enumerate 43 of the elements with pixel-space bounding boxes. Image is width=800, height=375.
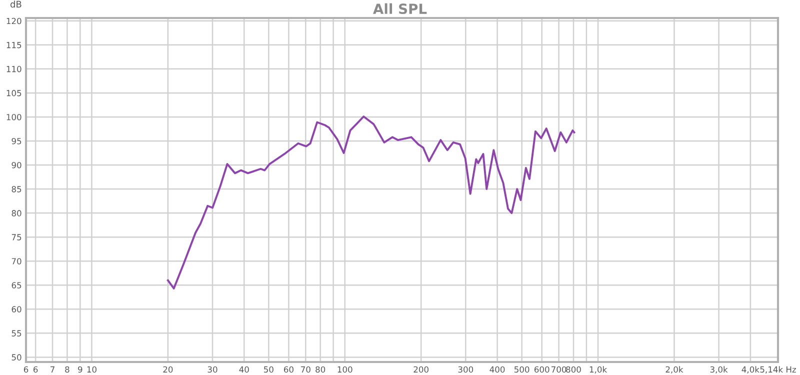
x-tick-label: 70 (301, 366, 310, 373)
y-tick-label: 90 (12, 162, 22, 168)
y-tick-label: 55 (12, 330, 22, 336)
x-tick-label: 1,0k (590, 366, 608, 374)
x-tick-label: 5,14k Hz (760, 366, 796, 374)
x-tick-label: 600 (534, 366, 550, 373)
x-tick-label: 800 (566, 366, 581, 373)
x-tick-label: 3,0k (710, 366, 728, 374)
y-tick-label: 80 (12, 210, 22, 216)
x-tick-label: 300 (458, 366, 474, 373)
x-tick-label: 7 (50, 366, 54, 372)
y-tick-label: 75 (12, 234, 22, 240)
x-tick-label: 10 (87, 366, 96, 373)
y-tick-label: 105 (6, 90, 22, 96)
y-tick-label: 70 (12, 258, 22, 264)
y-tick-label: 115 (6, 42, 22, 48)
x-tick-label: 200 (414, 366, 428, 373)
x-tick-label: 50 (264, 366, 274, 373)
x-tick-label: 100 (338, 366, 352, 373)
y-tick-label: 60 (12, 306, 22, 312)
y-tick-label: 95 (12, 138, 22, 144)
x-tick-label: 9 (78, 366, 82, 373)
y-axis-title: dB (10, 0, 22, 8)
x-tick-label: 40 (239, 366, 249, 373)
y-tick-label: 120 (6, 18, 22, 24)
x-tick-label: 400 (490, 366, 505, 373)
x-tick-label: 60 (284, 366, 294, 373)
x-tick-label: 80 (316, 366, 326, 373)
x-tick-label: 8 (65, 366, 70, 373)
y-tick-label: 110 (6, 66, 22, 72)
chart-title: All SPL (373, 3, 427, 14)
x-tick-label: 6 (24, 366, 28, 373)
x-tick-label: 2,0k (666, 366, 684, 374)
y-tick-label: 85 (12, 186, 22, 192)
x-tick-label: 4,0k (742, 366, 760, 374)
x-tick-label: 30 (208, 366, 218, 373)
y-tick-label: 50 (12, 354, 22, 360)
x-tick-label: 700 (552, 366, 566, 373)
x-tick-label: 500 (514, 366, 530, 373)
y-tick-label: 100 (6, 114, 22, 120)
y-tick-label: 65 (12, 282, 22, 288)
x-tick-label: 6 (33, 366, 38, 373)
x-tick-label: 20 (163, 366, 173, 373)
